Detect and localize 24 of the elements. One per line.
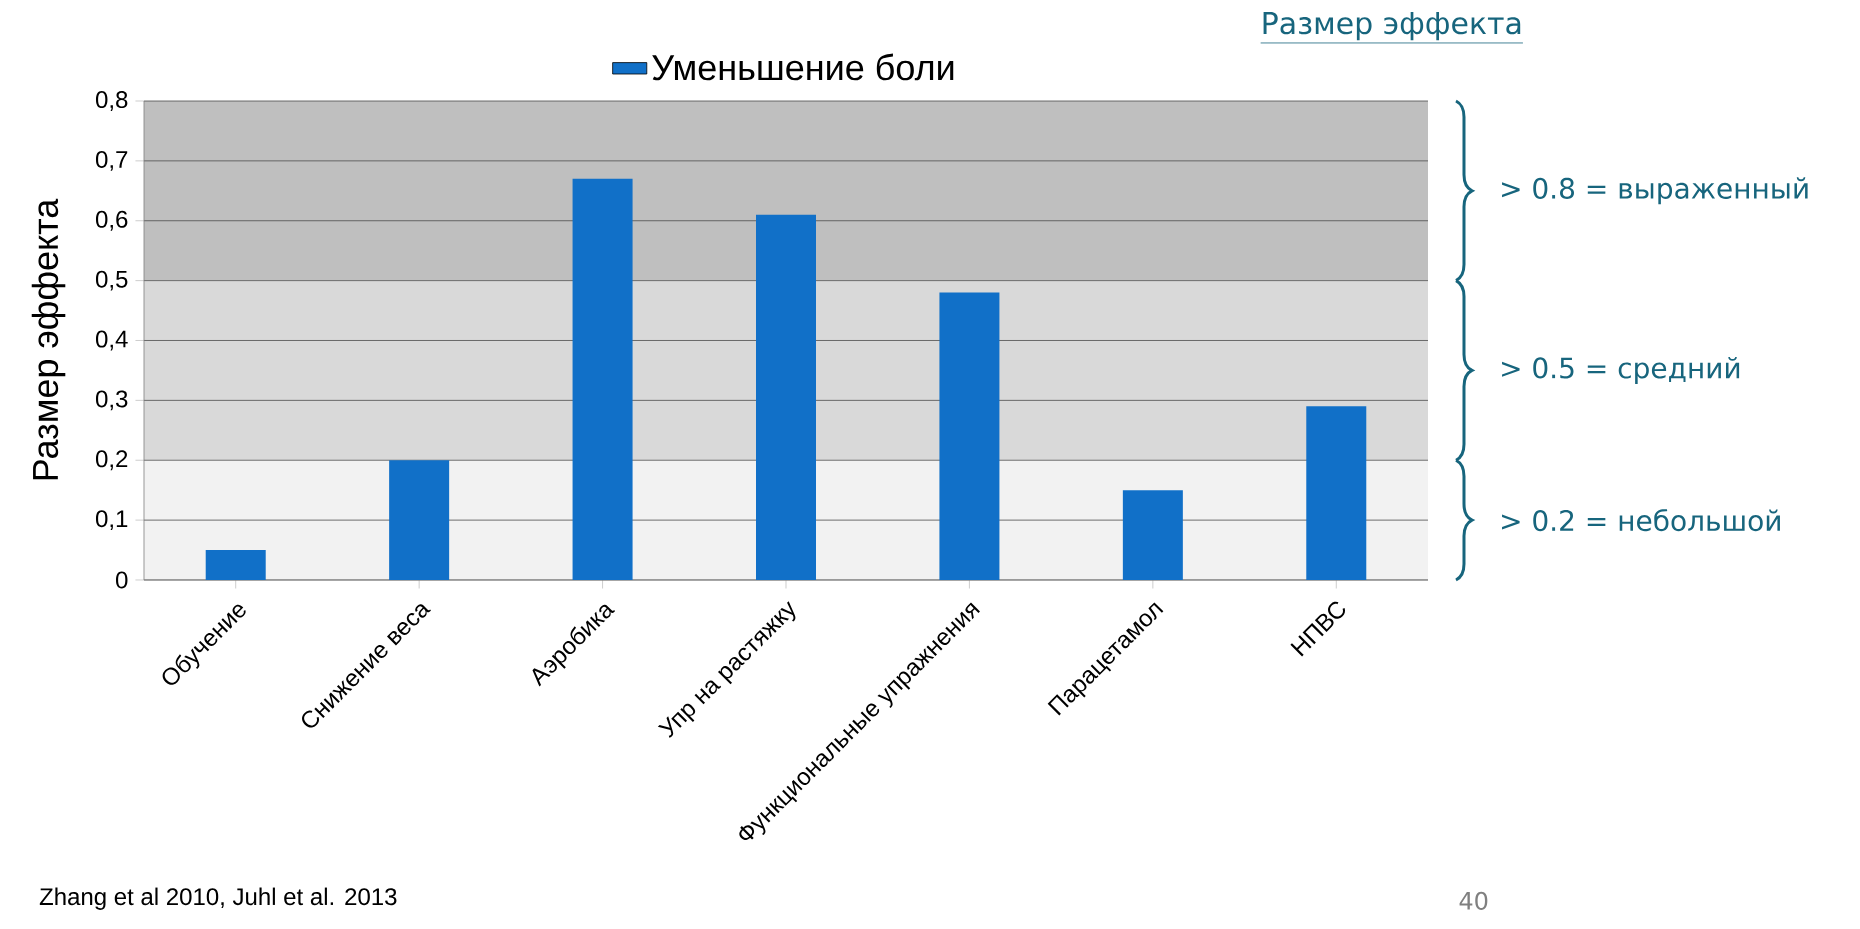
y-tick-label: 0,3 (95, 390, 128, 411)
band-label: > 0.5 = средний (1502, 356, 1740, 384)
y-axis-title: Размер эффекта (31, 198, 66, 480)
bar (572, 178, 633, 580)
y-tick-label: 0,2 (95, 450, 128, 471)
bar (756, 214, 816, 580)
y-tick-label: 0,1 (95, 510, 128, 531)
bar (1122, 490, 1183, 580)
legend-label: Уменьшение боли (652, 53, 954, 81)
bar (939, 292, 1000, 580)
band-label: > 0.2 = небольшой (1502, 509, 1780, 532)
chart-title: Размер эффекта (1263, 12, 1521, 41)
text: 40 (1459, 891, 1488, 910)
y-tick-label: 0,5 (95, 270, 128, 291)
bar (389, 460, 450, 580)
bar (205, 550, 266, 580)
bar (1306, 406, 1367, 580)
y-tick-label: 0,6 (95, 210, 128, 231)
band-label: > 0.8 = выраженный (1502, 177, 1808, 205)
y-tick-label: 0,4 (95, 330, 128, 351)
y-tick-label: 0,7 (95, 150, 128, 171)
y-tick-label: 0,8 (95, 91, 128, 111)
text: Zhang et al 2010, Juhl et al. 2013 (39, 887, 397, 910)
y-tick-label: 0 (115, 571, 128, 589)
